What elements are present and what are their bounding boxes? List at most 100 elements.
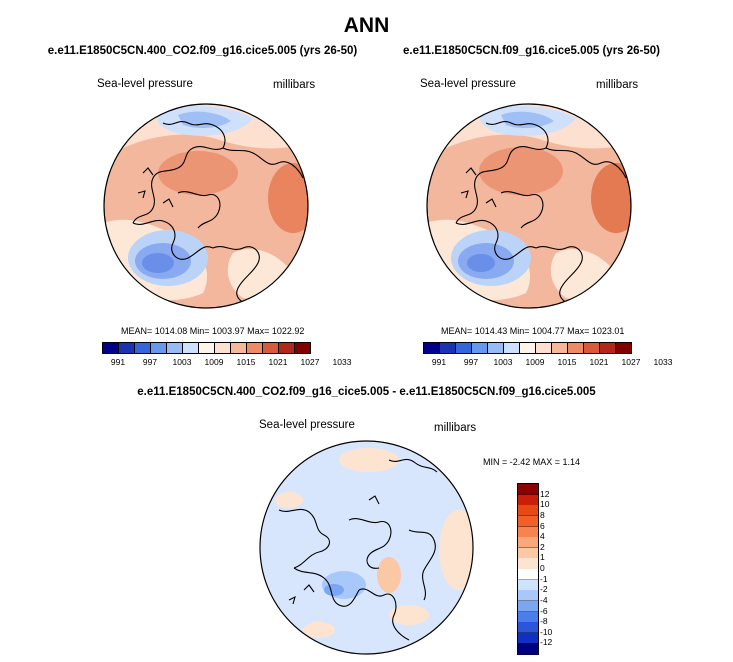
panel1-colorbar-swatch — [166, 342, 183, 354]
panel2-coastline-europe — [535, 246, 583, 308]
panel2-coastline-asia — [455, 121, 549, 224]
panel3-colorbar — [517, 483, 539, 655]
panel3-colorbar-swatch — [518, 547, 538, 559]
panel2-coastline-islands — [460, 167, 497, 208]
panel3-colorbar-swatch — [518, 579, 538, 591]
panel3-stats: MIN = -2.42 MAX = 1.14 — [483, 457, 581, 467]
panel1-field-icelandic-low-core — [142, 253, 174, 273]
panel2-colorbar-tick-label: 1015 — [557, 357, 577, 367]
panel3-colorbar-tick-label: -4 — [540, 594, 548, 605]
panel2-stats: MEAN= 1014.43 Min= 1004.77 Max= 1023.01 — [441, 326, 625, 336]
panel1-map-boundary — [103, 103, 309, 309]
panel2-colorbar-swatch — [551, 342, 568, 354]
panel3-map — [259, 440, 474, 655]
panel1-colorbar-swatch — [198, 342, 215, 354]
panel3-colorbar-swatch — [518, 494, 538, 506]
panel2-colorbar-tick-label: 997 — [463, 357, 479, 367]
panel3-field-positive-southwest — [303, 622, 335, 638]
panel3-colorbar-swatch — [518, 632, 538, 644]
panel3-colorbar-ticks: 12 10 8 6 4 2 1 0 -1 -2 -4 -6 -8 -10 -12 — [540, 483, 580, 653]
panel3-map-boundary — [259, 440, 474, 655]
panel1-colorbar-swatch — [230, 342, 247, 354]
panel3-units-label: millibars — [434, 422, 477, 434]
panel3-colorbar-tick-label: 2 — [540, 541, 545, 552]
panel1-colorbar-swatch — [278, 342, 295, 354]
panel1-coastline-greenland — [132, 219, 214, 260]
panel3-title: e.e11.E1850C5CN.400_CO2.f09_g16_cice5.00… — [137, 386, 596, 398]
panel2-colorbar-swatch — [567, 342, 584, 354]
panel1-colorbar-swatch — [134, 342, 151, 354]
panel3-colorbar-swatch — [518, 600, 538, 612]
panel1-field-high-east — [268, 163, 308, 233]
panel2-colorbar-tick-label: 1027 — [621, 357, 641, 367]
panel1-colorbar-tick-label: 1009 — [204, 357, 224, 367]
panel2-colorbar-tick-label: 1003 — [493, 357, 513, 367]
panel2-coastline-north-america — [545, 147, 627, 179]
panel3-field-base — [260, 441, 473, 654]
panel3-colorbar-swatch — [518, 484, 538, 496]
panel3-variable-label: Sea-level pressure — [259, 419, 355, 431]
panel3-coastline-north-america — [408, 529, 436, 601]
panel2-colorbar-swatch — [535, 342, 552, 354]
panel3-colorbar-tick-label: -1 — [540, 573, 548, 584]
panel3-coastline-europe — [358, 588, 410, 641]
panel3-colorbar-tick-label: 4 — [540, 531, 545, 542]
panel3-colorbar-swatch — [518, 622, 538, 634]
panel3-colorbar-swatch — [518, 526, 538, 538]
panel1-stats: MEAN= 1014.08 Min= 1003.97 Max= 1022.92 — [121, 326, 305, 336]
panel1-variable-label: Sea-level pressure — [97, 78, 193, 90]
panel3-field-negative-core — [324, 584, 344, 596]
panel2-field-high-siberia — [479, 147, 563, 195]
panel2-colorbar-swatch — [423, 342, 440, 354]
panel2-map — [426, 103, 632, 309]
panel3-colorbar-tick-label: -2 — [540, 584, 548, 595]
panel3-colorbar-swatch — [518, 569, 538, 581]
panel2-colorbar — [423, 342, 632, 354]
panel3-field-positive-south — [389, 605, 429, 625]
panel3-field-positive-west — [275, 492, 303, 508]
panel2-colorbar-tick-label: 1033 — [653, 357, 673, 367]
panel3-field-positive-east — [439, 510, 473, 590]
panel3-colorbar-tick-label: -10 — [540, 626, 553, 637]
panel1-colorbar-swatch — [294, 342, 311, 354]
panel1-colorbar-tick-label: 1003 — [172, 357, 192, 367]
panel1-colorbar-swatch — [102, 342, 119, 354]
panel1-title: e.e11.E1850C5CN.400_CO2.f09_g16.cice5.00… — [47, 45, 358, 57]
panel1-colorbar-swatch — [150, 342, 167, 354]
panel1-field-high-siberia — [158, 151, 238, 195]
panel1-colorbar-tick-label: 1015 — [236, 357, 256, 367]
panel1-colorbar-swatch — [262, 342, 279, 354]
panel3-coastline-arctic — [348, 518, 392, 569]
panel2-field-icelandic-low-core — [467, 254, 495, 272]
panel1-colorbar-tick-label: 1027 — [300, 357, 320, 367]
panel1-colorbar-ticks: 991 997 1003 1009 1015 1021 1027 1033 — [102, 357, 352, 369]
panel3-coastline-greenland — [293, 567, 360, 607]
panel2-colorbar-tick-label: 991 — [431, 357, 447, 367]
panel2-colorbar-swatch — [487, 342, 504, 354]
panel1-map — [103, 103, 309, 309]
panel1-colorbar-swatch — [214, 342, 231, 354]
panel2-colorbar-swatch — [583, 342, 600, 354]
panel3-colorbar-tick-label: 10 — [540, 499, 550, 510]
panel2-map-boundary — [426, 103, 632, 309]
panel3-colorbar-swatch — [518, 515, 538, 527]
panel2-colorbar-tick-label: 1009 — [525, 357, 545, 367]
panel3-coastline-alaska — [388, 458, 438, 473]
panel1-colorbar-tick-label: 1033 — [332, 357, 352, 367]
panel1-coastline-islands — [137, 167, 174, 208]
panel1-coastline-asia — [132, 121, 226, 224]
panel3-colorbar-swatch — [518, 537, 538, 549]
panel2-colorbar-ticks: 991 997 1003 1009 1015 1021 1027 1033 — [423, 357, 673, 369]
panel3-coastline-islands — [288, 495, 380, 605]
panel3-coastline-asia — [278, 508, 330, 569]
panel1-colorbar-tick-label: 997 — [142, 357, 158, 367]
panel2-colorbar-swatch — [471, 342, 488, 354]
panel2-colorbar-swatch — [503, 342, 520, 354]
panel3-colorbar-swatch — [518, 643, 538, 655]
panel2-variable-label: Sea-level pressure — [420, 78, 516, 90]
panel1-colorbar-swatch — [118, 342, 135, 354]
panel3-colorbar-tick-label: -6 — [540, 605, 548, 616]
panel3-colorbar-tick-label: -12 — [540, 637, 553, 648]
panel1-colorbar — [102, 342, 311, 354]
panel2-units-label: millibars — [596, 79, 639, 91]
